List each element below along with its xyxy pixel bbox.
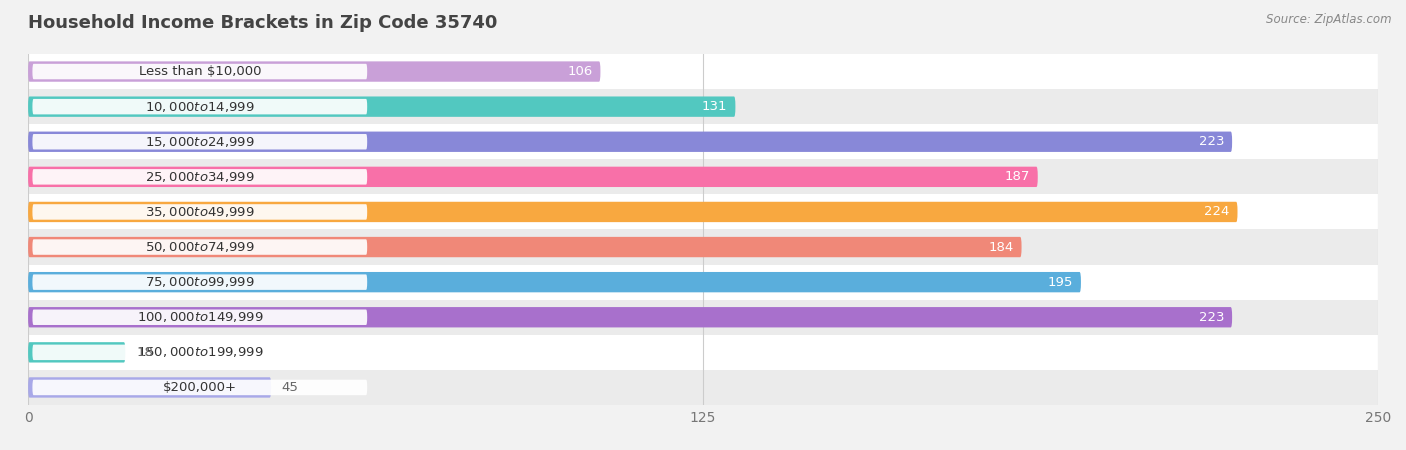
Text: 45: 45 — [281, 381, 298, 394]
FancyBboxPatch shape — [32, 239, 367, 255]
FancyBboxPatch shape — [28, 307, 1232, 328]
FancyBboxPatch shape — [28, 54, 1378, 89]
FancyBboxPatch shape — [32, 169, 367, 184]
FancyBboxPatch shape — [28, 166, 1038, 187]
Text: $35,000 to $49,999: $35,000 to $49,999 — [145, 205, 254, 219]
FancyBboxPatch shape — [28, 370, 1378, 405]
FancyBboxPatch shape — [28, 131, 1232, 152]
FancyBboxPatch shape — [32, 310, 367, 325]
Text: 184: 184 — [988, 241, 1014, 253]
FancyBboxPatch shape — [28, 335, 1378, 370]
Text: 131: 131 — [702, 100, 727, 113]
Text: 195: 195 — [1047, 276, 1073, 288]
Text: Less than $10,000: Less than $10,000 — [139, 65, 262, 78]
Text: $200,000+: $200,000+ — [163, 381, 236, 394]
Text: $100,000 to $149,999: $100,000 to $149,999 — [136, 310, 263, 324]
Text: 223: 223 — [1198, 311, 1225, 324]
Text: 224: 224 — [1204, 206, 1229, 218]
Text: $10,000 to $14,999: $10,000 to $14,999 — [145, 99, 254, 114]
FancyBboxPatch shape — [28, 61, 600, 82]
FancyBboxPatch shape — [28, 265, 1378, 300]
FancyBboxPatch shape — [28, 237, 1022, 257]
FancyBboxPatch shape — [32, 204, 367, 220]
FancyBboxPatch shape — [28, 230, 1378, 265]
FancyBboxPatch shape — [32, 99, 367, 114]
FancyBboxPatch shape — [28, 124, 1378, 159]
Text: 18: 18 — [136, 346, 153, 359]
FancyBboxPatch shape — [28, 377, 271, 398]
FancyBboxPatch shape — [32, 64, 367, 79]
Text: 223: 223 — [1198, 135, 1225, 148]
FancyBboxPatch shape — [28, 342, 125, 363]
Text: $15,000 to $24,999: $15,000 to $24,999 — [145, 135, 254, 149]
FancyBboxPatch shape — [28, 96, 735, 117]
FancyBboxPatch shape — [32, 345, 367, 360]
FancyBboxPatch shape — [32, 134, 367, 149]
FancyBboxPatch shape — [28, 272, 1081, 292]
Text: $150,000 to $199,999: $150,000 to $199,999 — [136, 345, 263, 360]
Text: $50,000 to $74,999: $50,000 to $74,999 — [145, 240, 254, 254]
FancyBboxPatch shape — [28, 89, 1378, 124]
Text: $75,000 to $99,999: $75,000 to $99,999 — [145, 275, 254, 289]
FancyBboxPatch shape — [28, 300, 1378, 335]
FancyBboxPatch shape — [28, 194, 1378, 230]
FancyBboxPatch shape — [28, 202, 1237, 222]
Text: Household Income Brackets in Zip Code 35740: Household Income Brackets in Zip Code 35… — [28, 14, 498, 32]
Text: 106: 106 — [567, 65, 592, 78]
FancyBboxPatch shape — [32, 380, 367, 395]
FancyBboxPatch shape — [32, 274, 367, 290]
Text: $25,000 to $34,999: $25,000 to $34,999 — [145, 170, 254, 184]
Text: Source: ZipAtlas.com: Source: ZipAtlas.com — [1267, 14, 1392, 27]
Text: 187: 187 — [1004, 171, 1029, 183]
FancyBboxPatch shape — [28, 159, 1378, 194]
